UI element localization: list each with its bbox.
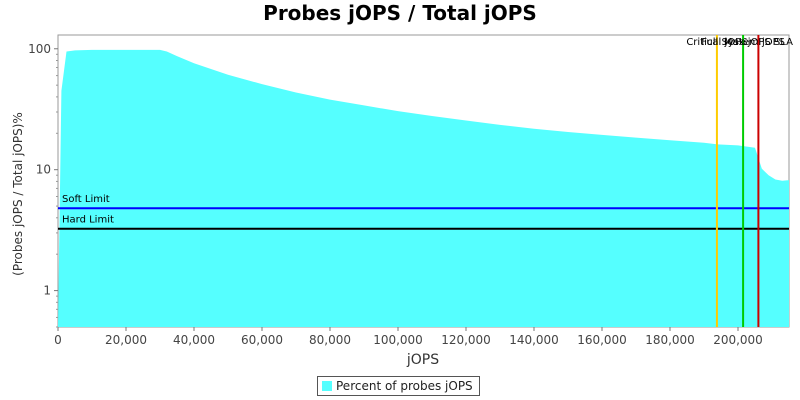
x-tick-label-6: 120,000 (441, 333, 491, 347)
y-tick-label-1: 10 (36, 163, 51, 177)
h-line-label-0: Soft Limit (62, 194, 110, 205)
y-axis-title: (Probes jOPS / Total jOPS)% (11, 112, 25, 276)
x-tick-label-8: 160,000 (577, 333, 627, 347)
v-line-label-0: Critical jOPS (686, 37, 747, 48)
legend-swatch (322, 381, 332, 391)
x-tick-label-0: 0 (54, 333, 62, 347)
x-tick-label-5: 100,000 (373, 333, 423, 347)
series-area (58, 49, 789, 328)
legend: Percent of probes jOPS (317, 376, 480, 396)
chart-title: Probes jOPS / Total jOPS (263, 1, 537, 25)
x-tick-label-10: 200,000 (713, 333, 763, 347)
x-tick-label-4: 80,000 (309, 333, 351, 347)
y-axis: 1 10 100 (28, 42, 58, 328)
h-line-label-1: Hard Limit (62, 215, 114, 226)
x-tick-label-9: 180,000 (645, 333, 695, 347)
y-tick-label-2: 100 (28, 42, 51, 56)
v-line-label-1: Full System jOPS (701, 37, 785, 48)
x-tick-label-3: 60,000 (241, 333, 283, 347)
v-line-label-2: Max jOPS SLA (724, 37, 793, 48)
y-tick-label-0: 1 (43, 284, 51, 298)
horizontal-reference-lines: Soft Limit Hard Limit (58, 194, 789, 230)
legend-label: Percent of probes jOPS (336, 379, 473, 393)
x-axis-title: jOPS (406, 352, 439, 368)
x-tick-label-1: 20,000 (105, 333, 147, 347)
x-axis: 0 20,000 40,000 60,000 80,000 100,000 120,000 1… (54, 327, 763, 347)
x-tick-label-7: 140,000 (509, 333, 559, 347)
x-tick-label-2: 40,000 (173, 333, 215, 347)
